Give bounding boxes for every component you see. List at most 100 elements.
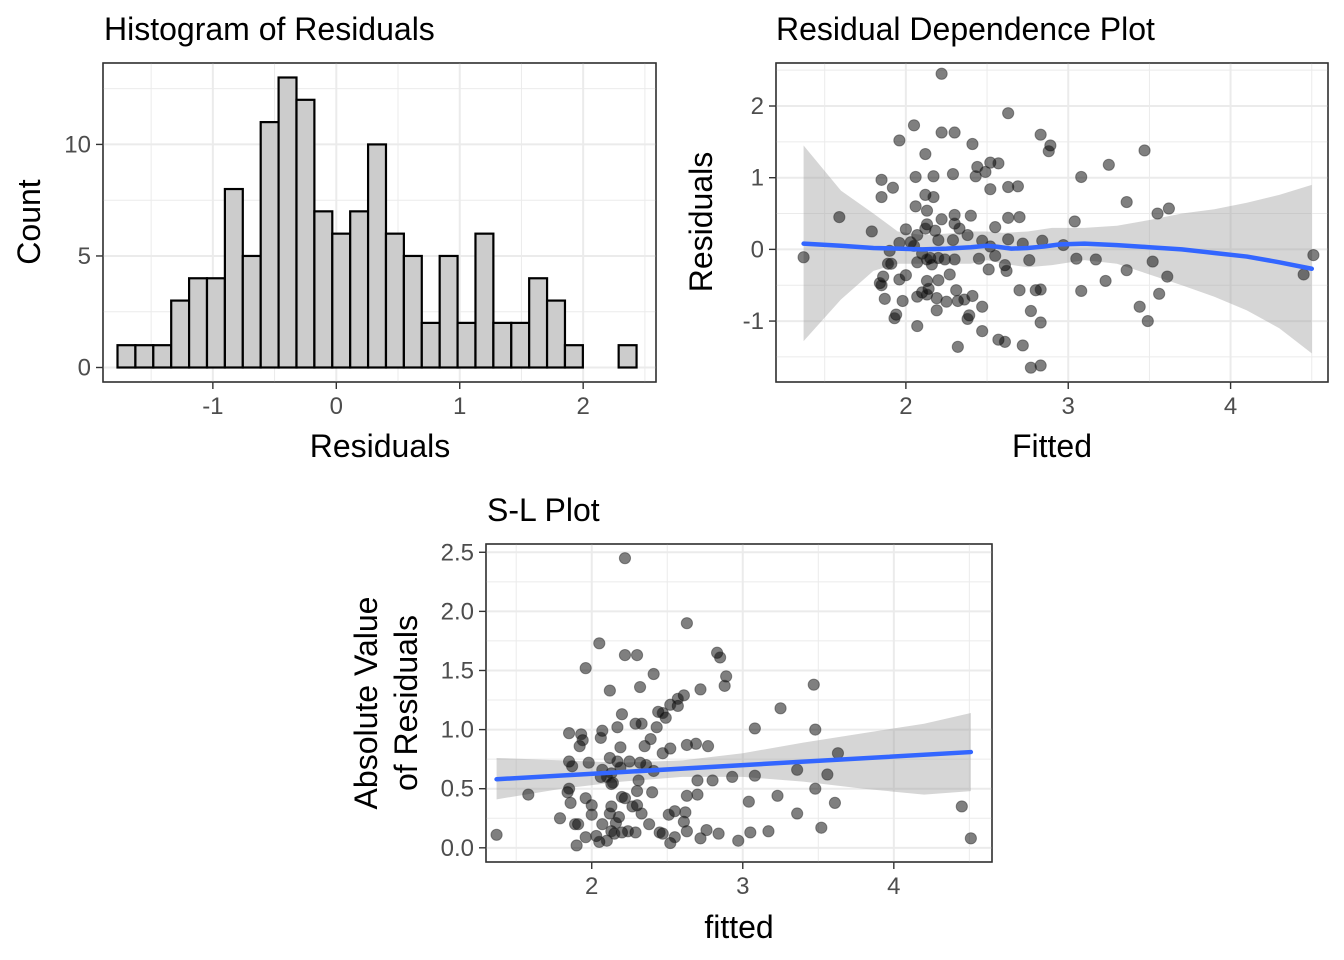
sl-point [732, 834, 745, 847]
residual-fit-line [801, 241, 1315, 271]
residual-point [961, 228, 974, 242]
histogram-bar [349, 210, 370, 369]
sl-point [694, 683, 707, 696]
sl-point [671, 692, 684, 705]
residual-point [989, 221, 1002, 234]
sl-fit-line [494, 749, 974, 782]
histogram-y-label: Count [11, 179, 47, 265]
residual-point [982, 263, 995, 276]
residual-point [1013, 211, 1026, 224]
sl-point [553, 812, 567, 825]
residual-point [989, 249, 1002, 262]
residual-point [932, 233, 945, 247]
histogram-bar [134, 344, 155, 369]
residual-point [943, 268, 956, 281]
residual-point [1307, 249, 1320, 262]
residual-point [1024, 304, 1037, 318]
residual-point [946, 168, 960, 181]
residual-point [948, 253, 961, 266]
sl-point [828, 796, 842, 809]
sl-point [656, 706, 669, 720]
residual-point [1146, 255, 1159, 268]
residual-point [1034, 316, 1047, 329]
residual-point [875, 279, 888, 292]
residual-y-tick-label: 1 [751, 165, 764, 192]
residual-point [911, 256, 924, 269]
residual-ticks: 2 3 4 -1 0 1 2 [743, 93, 1238, 420]
histogram-bar [402, 254, 423, 369]
sl-point [635, 807, 648, 820]
histogram-bar [295, 98, 316, 369]
sl-point [831, 747, 845, 760]
residual-points [797, 67, 1320, 374]
sl-point [791, 807, 804, 820]
residual-point [1102, 158, 1115, 171]
residual-point [1024, 361, 1037, 374]
sl-point [565, 760, 579, 773]
residual-point [1034, 283, 1047, 296]
residual-point [1141, 314, 1154, 328]
residual-point [969, 170, 982, 183]
histogram-y-tick-label: 5 [78, 243, 91, 270]
sl-point [694, 832, 707, 845]
residual-point [888, 312, 901, 325]
sl-point [714, 651, 727, 664]
sl-point [621, 825, 635, 838]
sl-point [644, 732, 657, 746]
sl-plot-title: S-L Plot [487, 492, 600, 528]
residual-point [966, 137, 979, 151]
sl-point [579, 792, 592, 805]
histogram-bar [241, 254, 262, 369]
sl-point [569, 818, 582, 831]
histogram-bar [205, 277, 226, 369]
sl-point [615, 708, 629, 721]
sl-x-label: fitted [704, 909, 773, 945]
sl-point [633, 680, 647, 694]
residual-point [881, 257, 895, 270]
sl-point [706, 774, 719, 787]
sl-point [614, 741, 627, 754]
sl-point [603, 684, 616, 697]
sl-point [679, 806, 692, 819]
histogram-x-tick-label: 0 [330, 393, 343, 420]
residual-dependence-panel: Residual Dependence Plot 2 3 4 -1 0 1 2 Fitted… [683, 11, 1329, 464]
residual-point [948, 126, 961, 139]
histogram-bar [384, 232, 405, 369]
residual-point [1016, 339, 1029, 352]
histogram-bar [277, 76, 298, 369]
residual-point [797, 251, 810, 264]
histogram-bar [474, 232, 495, 369]
sl-y-tick-label: 2.0 [441, 598, 474, 625]
residual-point [1002, 233, 1015, 246]
residual-point [865, 225, 878, 238]
residual-point [909, 200, 922, 213]
sl-x-tick-label: 2 [585, 873, 598, 900]
sl-y-label-line2: of Residuals [388, 615, 424, 791]
sl-point [762, 825, 775, 838]
residual-point [899, 223, 912, 236]
residual-smooth-line [801, 241, 1315, 271]
residual-point [1042, 145, 1055, 158]
sl-point [726, 770, 739, 783]
sl-point [575, 728, 588, 741]
histogram-x-label: Residuals [310, 428, 451, 464]
sl-point [656, 747, 669, 760]
residual-y-tick-label: 0 [751, 236, 764, 263]
sl-point [821, 768, 834, 781]
residual-point [893, 273, 906, 286]
histogram-bar [420, 321, 441, 369]
residual-point [1075, 284, 1088, 298]
residual-point [920, 204, 934, 217]
residual-point [1153, 287, 1166, 300]
histogram-bar [223, 187, 244, 369]
residual-point [927, 190, 940, 204]
histogram-y-tick-label: 10 [64, 131, 91, 158]
residual-point [1070, 252, 1083, 265]
residual-point [1120, 264, 1133, 277]
residual-point [1161, 270, 1174, 283]
sl-point [522, 788, 535, 801]
sl-point [630, 649, 644, 662]
residual-point [911, 319, 924, 333]
residual-point [833, 211, 846, 224]
